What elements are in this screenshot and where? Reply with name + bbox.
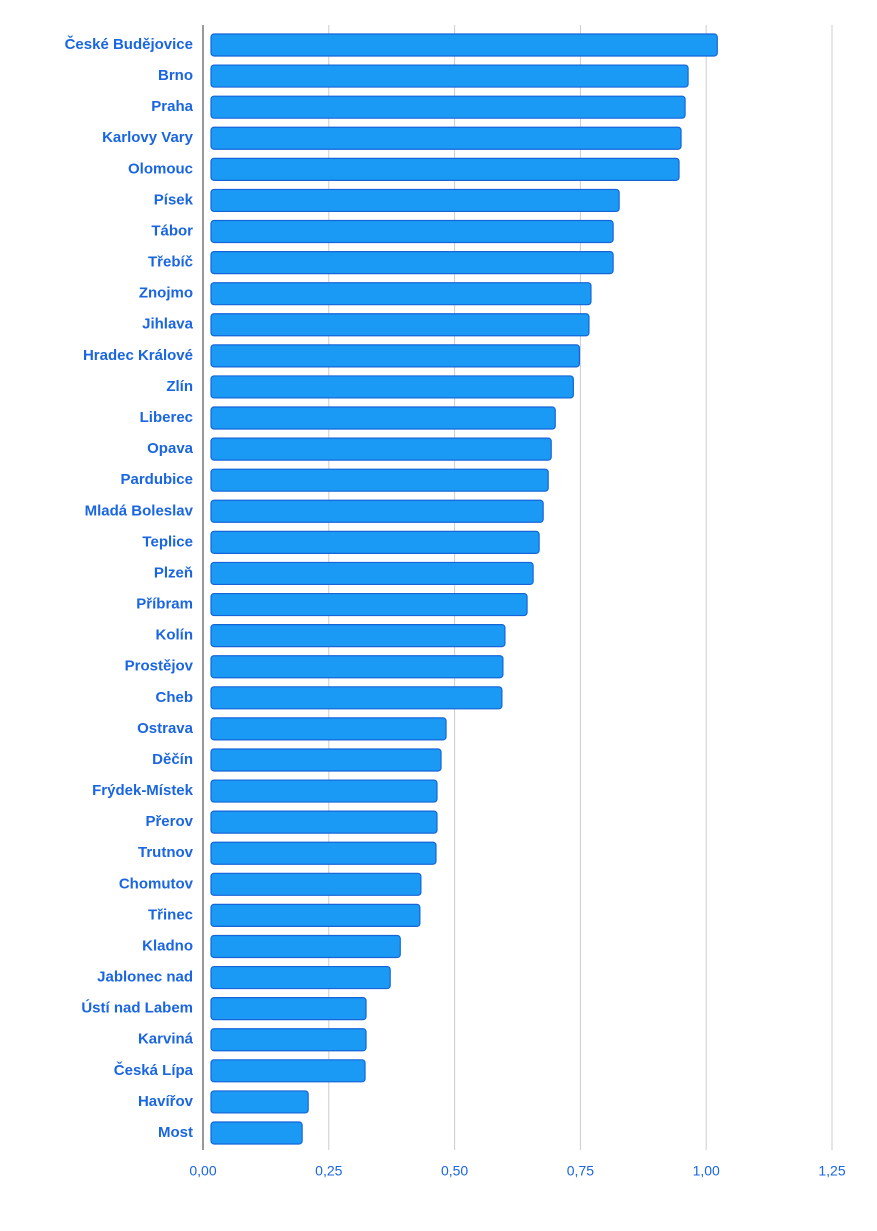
y-tick-label: Ostrava bbox=[137, 720, 194, 737]
y-tick-label: Česká Lípa bbox=[114, 1061, 194, 1079]
y-tick-label: Frýdek-Místek bbox=[92, 782, 194, 799]
bar bbox=[210, 406, 556, 430]
x-tick-label: 0,75 bbox=[567, 1163, 594, 1179]
bar bbox=[210, 717, 447, 741]
y-tick-label: Hradec Králové bbox=[83, 347, 193, 364]
bar bbox=[210, 779, 438, 803]
bar bbox=[210, 468, 549, 492]
y-tick-label: Děčín bbox=[152, 751, 193, 768]
bar bbox=[210, 1059, 366, 1083]
bar bbox=[210, 499, 544, 523]
y-tick-label: Trutnov bbox=[138, 844, 194, 861]
y-tick-label: Mladá Boleslav bbox=[85, 502, 194, 519]
y-tick-label: Tábor bbox=[151, 222, 193, 239]
y-tick-label: Písek bbox=[154, 191, 194, 208]
x-tick-label: 1,00 bbox=[693, 1163, 720, 1179]
x-tick-label: 0,25 bbox=[315, 1163, 342, 1179]
bar bbox=[210, 1090, 309, 1114]
y-tick-label: Liberec bbox=[140, 409, 193, 426]
y-tick-label: Přerov bbox=[145, 813, 193, 830]
y-tick-label: Karlovy Vary bbox=[102, 129, 194, 146]
bar bbox=[210, 64, 689, 88]
y-tick-label: Olomouc bbox=[128, 160, 193, 177]
bar bbox=[210, 344, 580, 368]
bar bbox=[210, 530, 540, 554]
bar bbox=[210, 282, 592, 306]
y-tick-label: Prostějov bbox=[125, 658, 194, 675]
bar bbox=[210, 592, 528, 617]
y-tick-label: České Budějovice bbox=[65, 35, 193, 53]
y-tick-label: Plzeň bbox=[154, 564, 193, 581]
x-tick-label: 0,50 bbox=[441, 1163, 468, 1179]
bar bbox=[210, 997, 367, 1021]
y-tick-label: Ústí nad Labem bbox=[81, 999, 193, 1017]
bar bbox=[210, 903, 421, 928]
y-tick-label: Kladno bbox=[142, 937, 193, 954]
y-tick-label: Praha bbox=[151, 98, 193, 115]
bar bbox=[210, 251, 614, 275]
y-tick-label: Most bbox=[158, 1124, 193, 1141]
y-tick-label: Zlín bbox=[166, 378, 193, 395]
y-tick-label: Znojmo bbox=[139, 285, 193, 302]
bar bbox=[210, 95, 686, 119]
bar bbox=[210, 748, 442, 772]
y-tick-label: Kolín bbox=[156, 627, 194, 644]
bar bbox=[210, 686, 503, 710]
x-tick-label: 1,25 bbox=[818, 1163, 845, 1179]
bar bbox=[210, 157, 680, 181]
y-tick-label: Třebíč bbox=[148, 254, 193, 271]
y-tick-label: Teplice bbox=[142, 533, 193, 550]
bar bbox=[210, 965, 391, 990]
y-tick-label: Opava bbox=[147, 440, 194, 457]
bar bbox=[210, 934, 401, 959]
bar bbox=[210, 33, 718, 57]
y-tick-label: Cheb bbox=[156, 689, 194, 706]
y-tick-label: Jablonec nad bbox=[97, 969, 193, 986]
x-tick-label: 0,00 bbox=[189, 1163, 216, 1179]
bar bbox=[210, 624, 506, 648]
bar bbox=[210, 188, 620, 213]
bar bbox=[210, 841, 437, 865]
bar bbox=[210, 313, 590, 337]
bar bbox=[210, 219, 614, 244]
y-tick-label: Třinec bbox=[148, 906, 193, 923]
y-tick-label: Karviná bbox=[138, 1031, 194, 1048]
bar bbox=[210, 561, 534, 586]
bar bbox=[210, 437, 552, 461]
y-tick-label: Jihlava bbox=[142, 316, 194, 333]
bar bbox=[210, 375, 574, 399]
y-tick-label: Pardubice bbox=[120, 471, 193, 488]
y-tick-label: Příbram bbox=[136, 596, 193, 613]
y-tick-label: Brno bbox=[158, 67, 193, 84]
bar bbox=[210, 872, 422, 896]
bar bbox=[210, 655, 504, 679]
y-tick-label: Chomutov bbox=[119, 875, 194, 892]
bar bbox=[210, 126, 682, 150]
y-tick-label: Havířov bbox=[138, 1093, 194, 1110]
bar bbox=[210, 810, 438, 834]
bar bbox=[210, 1028, 367, 1052]
bar bbox=[210, 1121, 303, 1145]
